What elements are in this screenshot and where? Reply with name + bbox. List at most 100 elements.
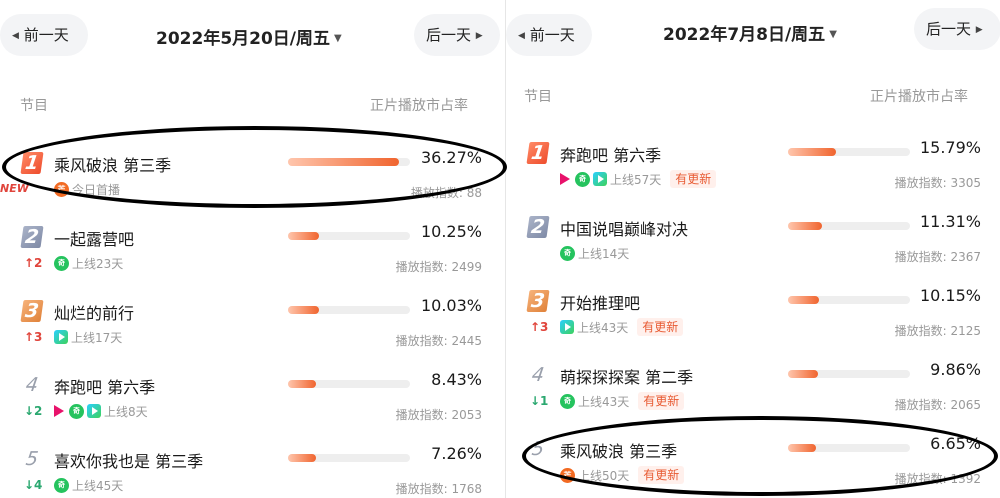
rank-number: 2 bbox=[526, 216, 550, 238]
program-title[interactable]: 一起露营吧 bbox=[54, 230, 135, 249]
play-index-label: 播放指数: bbox=[395, 334, 448, 348]
iqiyi-icon: 奇 bbox=[54, 255, 69, 271]
date-selector[interactable]: 2022年7月8日/周五 ▼ bbox=[663, 20, 837, 45]
share-bar bbox=[788, 148, 910, 156]
play-index: 播放指数: 2445 bbox=[342, 332, 482, 349]
share-value: 10.03% bbox=[420, 296, 482, 315]
ranking-row[interactable]: 2 中国说唱巅峰对决奇上线14天 11.31% 播放指数: 2367 bbox=[506, 208, 1000, 282]
ranking-row[interactable]: 2 ↑2 一起露营吧奇上线23天 10.25% 播放指数: 2499 bbox=[0, 218, 500, 292]
share-bar-fill bbox=[288, 306, 319, 314]
program-meta: 奇上线23天 bbox=[54, 254, 123, 272]
play-index-label: 播放指数: bbox=[395, 482, 448, 496]
ranking-row[interactable]: 4 ↓2 奔跑吧 第六季奇 上线8天 8.43% 播放指数: 2053 bbox=[0, 366, 500, 440]
play-index-value: 3305 bbox=[950, 176, 981, 190]
play-index: 播放指数: 3305 bbox=[841, 174, 981, 191]
share-bar-fill bbox=[788, 370, 818, 378]
share-value: 7.26% bbox=[431, 444, 482, 463]
ranking-row[interactable]: 5 ↓4 喜欢你我也是 第三季奇上线45天 7.26% 播放指数: 1768 bbox=[0, 440, 500, 498]
ranking-row[interactable]: 4 ↓1 萌探探探案 第二季奇上线43天 有更新 9.86% 播放指数: 2065 bbox=[506, 356, 1000, 430]
share-value: 11.31% bbox=[919, 212, 981, 231]
share-bar bbox=[788, 222, 910, 230]
iqiyi-icon: 奇 bbox=[69, 403, 84, 419]
rank-change: ↑3 bbox=[24, 330, 43, 344]
airing-info: 上线17天 bbox=[71, 330, 123, 345]
column-header-program: 节目 bbox=[524, 89, 552, 105]
program-title[interactable]: 灿烂的前行 bbox=[54, 304, 135, 323]
ranking-row[interactable]: 3 ↑3 灿烂的前行 上线17天 10.03% 播放指数: 2445 bbox=[0, 292, 500, 366]
rank-number: 3 bbox=[526, 290, 550, 312]
prev-day-button[interactable]: ◀ 前一天 bbox=[0, 14, 88, 56]
next-day-button[interactable]: 后一天 ▶ bbox=[914, 8, 1000, 50]
program-meta: 奇上线43天 有更新 bbox=[560, 392, 685, 410]
program-title[interactable]: 开始推理吧 bbox=[560, 294, 641, 313]
chevron-down-icon: ▼ bbox=[334, 33, 342, 44]
play-index-value: 2065 bbox=[950, 398, 981, 412]
share-bar-fill bbox=[788, 296, 819, 304]
share-bar bbox=[788, 370, 910, 378]
play-index-value: 88 bbox=[466, 186, 482, 200]
rank-number: 4 bbox=[24, 374, 40, 396]
share-bar bbox=[288, 232, 410, 240]
caret-right-icon: ▶ bbox=[475, 31, 483, 41]
play-index: 播放指数: 2367 bbox=[841, 248, 981, 265]
play-index-label: 播放指数: bbox=[894, 250, 947, 264]
program-meta: 奇 上线57天 有更新 bbox=[560, 170, 717, 188]
share-value: 10.15% bbox=[919, 286, 981, 305]
play-index-label: 播放指数: bbox=[894, 324, 947, 338]
rank-number: 4 bbox=[530, 364, 546, 386]
share-bar-fill bbox=[288, 380, 316, 388]
share-bar bbox=[288, 306, 410, 314]
play-index-label: 播放指数: bbox=[395, 408, 448, 422]
rank-change: ↓4 bbox=[24, 478, 43, 492]
airing-info: 上线23天 bbox=[72, 256, 124, 271]
update-tag: 有更新 bbox=[670, 170, 717, 188]
ranking-row[interactable]: 1 奔跑吧 第六季奇 上线57天 有更新 15.79% 播放指数: 3305 bbox=[506, 134, 1000, 208]
play-index: 播放指数: 2499 bbox=[342, 258, 482, 275]
play-index: 播放指数: 2125 bbox=[841, 322, 981, 339]
column-header-share: 正片播放市占率 bbox=[870, 89, 968, 105]
iqiyi-icon: 奇 bbox=[575, 171, 590, 187]
program-meta: 奇上线14天 bbox=[560, 244, 629, 262]
play-index-value: 2499 bbox=[451, 260, 482, 274]
share-bar-fill bbox=[288, 454, 316, 462]
caret-right-icon: ▶ bbox=[975, 25, 983, 35]
program-title[interactable]: 奔跑吧 第六季 bbox=[54, 378, 156, 397]
airing-info: 上线8天 bbox=[104, 404, 148, 419]
airing-info: 上线43天 bbox=[577, 320, 629, 335]
airing-info: 上线43天 bbox=[578, 394, 630, 409]
date-label: 2022年5月20日/周五 bbox=[156, 29, 331, 49]
play-index-value: 2367 bbox=[950, 250, 981, 264]
next-day-button[interactable]: 后一天 ▶ bbox=[414, 14, 500, 56]
play-index-value: 2053 bbox=[451, 408, 482, 422]
tencent-video-icon bbox=[54, 330, 68, 344]
prev-day-button[interactable]: ◀ 前一天 bbox=[506, 14, 592, 56]
program-title[interactable]: 喜欢你我也是 第三季 bbox=[54, 452, 204, 471]
rank-change: ↓2 bbox=[24, 404, 43, 418]
share-bar bbox=[788, 296, 910, 304]
date-selector[interactable]: 2022年5月20日/周五 ▼ bbox=[156, 24, 342, 49]
tencent-video-icon bbox=[87, 404, 101, 418]
play-index-label: 播放指数: bbox=[894, 176, 947, 190]
rank-change: ↑3 bbox=[530, 320, 549, 334]
program-title[interactable]: 中国说唱巅峰对决 bbox=[560, 220, 689, 239]
program-meta: 上线17天 bbox=[54, 328, 122, 346]
iqiyi-icon: 奇 bbox=[54, 477, 69, 493]
share-bar-fill bbox=[788, 148, 836, 156]
ranking-row[interactable]: 3 ↑3 开始推理吧上线43天 有更新 10.15% 播放指数: 2125 bbox=[506, 282, 1000, 356]
play-index: 播放指数: 1768 bbox=[342, 480, 482, 497]
airing-info: 上线45天 bbox=[72, 478, 124, 493]
share-bar-fill bbox=[288, 232, 319, 240]
tencent-video-icon bbox=[593, 172, 607, 186]
rank-change: ↓1 bbox=[530, 394, 549, 408]
program-meta: 奇上线45天 bbox=[54, 476, 123, 494]
iqiyi-icon: 奇 bbox=[560, 245, 575, 261]
play-index: 播放指数: 2053 bbox=[342, 406, 482, 423]
play-index-label: 播放指数: bbox=[894, 398, 947, 412]
rank-number: 2 bbox=[20, 226, 44, 248]
program-title[interactable]: 奔跑吧 第六季 bbox=[560, 146, 662, 165]
update-tag: 有更新 bbox=[637, 318, 684, 336]
play-index-value: 2125 bbox=[950, 324, 981, 338]
program-title[interactable]: 萌探探探案 第二季 bbox=[560, 368, 694, 387]
update-tag: 有更新 bbox=[638, 392, 685, 410]
youku-icon bbox=[560, 173, 570, 185]
